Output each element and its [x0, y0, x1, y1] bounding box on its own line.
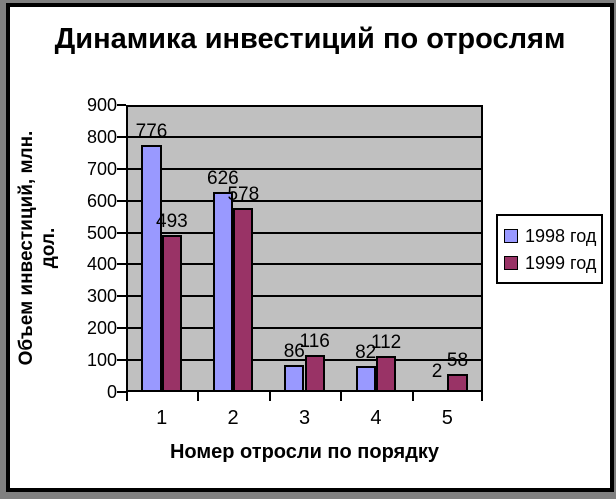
x-tick-mark-2 — [268, 392, 271, 401]
legend-swatch-1999-icon — [504, 256, 518, 270]
x-tick-mark-1 — [197, 392, 200, 401]
bar-1998-год-cat3 — [284, 365, 305, 392]
gridline-300 — [126, 295, 483, 298]
x-category-label-3: 3 — [298, 407, 311, 429]
y-tick-label-0: 0 — [106, 382, 117, 402]
bar-1999-год-cat3 — [304, 355, 325, 392]
gridline-700 — [126, 167, 483, 170]
y-tick-label-500: 500 — [86, 222, 117, 243]
bar-1999-год-cat2 — [233, 208, 254, 392]
y-tick-mark-400 — [117, 263, 126, 266]
data-label-1998-год-cat3: 86 — [283, 341, 305, 362]
y-tick-mark-800 — [117, 135, 126, 138]
y-tick-mark-200 — [117, 327, 126, 330]
gridline-500 — [126, 231, 483, 234]
y-tick-label-900: 900 — [86, 95, 117, 115]
legend-swatch-1998-icon — [504, 229, 518, 243]
y-tick-mark-600 — [117, 199, 126, 202]
legend-item-1999: 1999 год — [504, 251, 601, 275]
y-tick-mark-0 — [117, 391, 126, 393]
bar-1999-год-cat4 — [375, 356, 397, 392]
legend: 1998 год 1999 год — [496, 214, 603, 284]
x-category-label-1: 1 — [156, 407, 168, 429]
x-tick-mark-0 — [126, 392, 128, 401]
y-tick-label-800: 800 — [86, 126, 117, 147]
data-label-1998-год-cat4: 82 — [355, 342, 377, 363]
plot-area — [126, 105, 483, 392]
bar-1999-год-cat5 — [447, 374, 468, 392]
y-tick-mark-100 — [117, 359, 126, 362]
bar-1998-год-cat1 — [141, 145, 162, 392]
y-tick-mark-700 — [117, 167, 126, 170]
data-label-1998-год-cat5: 2 — [431, 361, 443, 382]
gridline-200 — [126, 327, 483, 330]
data-label-1999-год-cat2: 578 — [227, 184, 260, 205]
data-label-1999-год-cat5: 58 — [446, 350, 469, 371]
legend-label-1999: 1999 год — [525, 253, 597, 273]
y-tick-label-200: 200 — [86, 318, 117, 339]
y-tick-label-600: 600 — [86, 190, 117, 211]
legend-item-1998: 1998 год — [504, 224, 601, 248]
bar-1999-год-cat1 — [161, 235, 183, 392]
x-tick-mark-3 — [340, 392, 343, 401]
y-axis-title-line2: дол. — [38, 227, 59, 269]
data-label-1999-год-cat4: 112 — [370, 332, 402, 353]
gridline-400 — [126, 263, 483, 266]
x-category-label-4: 4 — [370, 407, 382, 429]
bar-1998-год-cat4 — [355, 366, 376, 392]
data-label-1998-год-cat2: 626 — [207, 168, 239, 189]
x-tick-mark-5 — [481, 392, 483, 401]
y-tick-mark-300 — [117, 295, 126, 298]
x-category-label-2: 2 — [227, 407, 239, 429]
data-label-1999-год-cat3: 116 — [299, 331, 330, 352]
y-tick-label-400: 400 — [86, 254, 117, 275]
chart-title: Динамика инвестиций по отрослям — [54, 23, 566, 55]
bar-1998-год-cat2 — [212, 192, 234, 392]
y-axis-title-line1: Объем инвестиций, млн. — [16, 130, 37, 366]
data-label-1999-год-cat1: 493 — [156, 211, 188, 232]
y-tick-mark-500 — [117, 231, 126, 234]
y-tick-label-100: 100 — [86, 350, 117, 371]
y-tick-label-700: 700 — [86, 158, 117, 179]
y-axis-title: Объем инвестиций, млн. дол. — [16, 98, 60, 398]
gridline-800 — [126, 135, 483, 138]
x-category-label-5: 5 — [441, 407, 453, 429]
x-axis-title: Номер отросли по порядку — [169, 441, 440, 463]
legend-label-1998: 1998 год — [525, 226, 597, 246]
y-tick-label-300: 300 — [86, 286, 117, 307]
data-label-1998-год-cat1: 776 — [135, 121, 168, 142]
x-tick-mark-4 — [411, 392, 414, 401]
gridline-600 — [126, 199, 483, 202]
y-tick-mark-900 — [117, 104, 126, 106]
